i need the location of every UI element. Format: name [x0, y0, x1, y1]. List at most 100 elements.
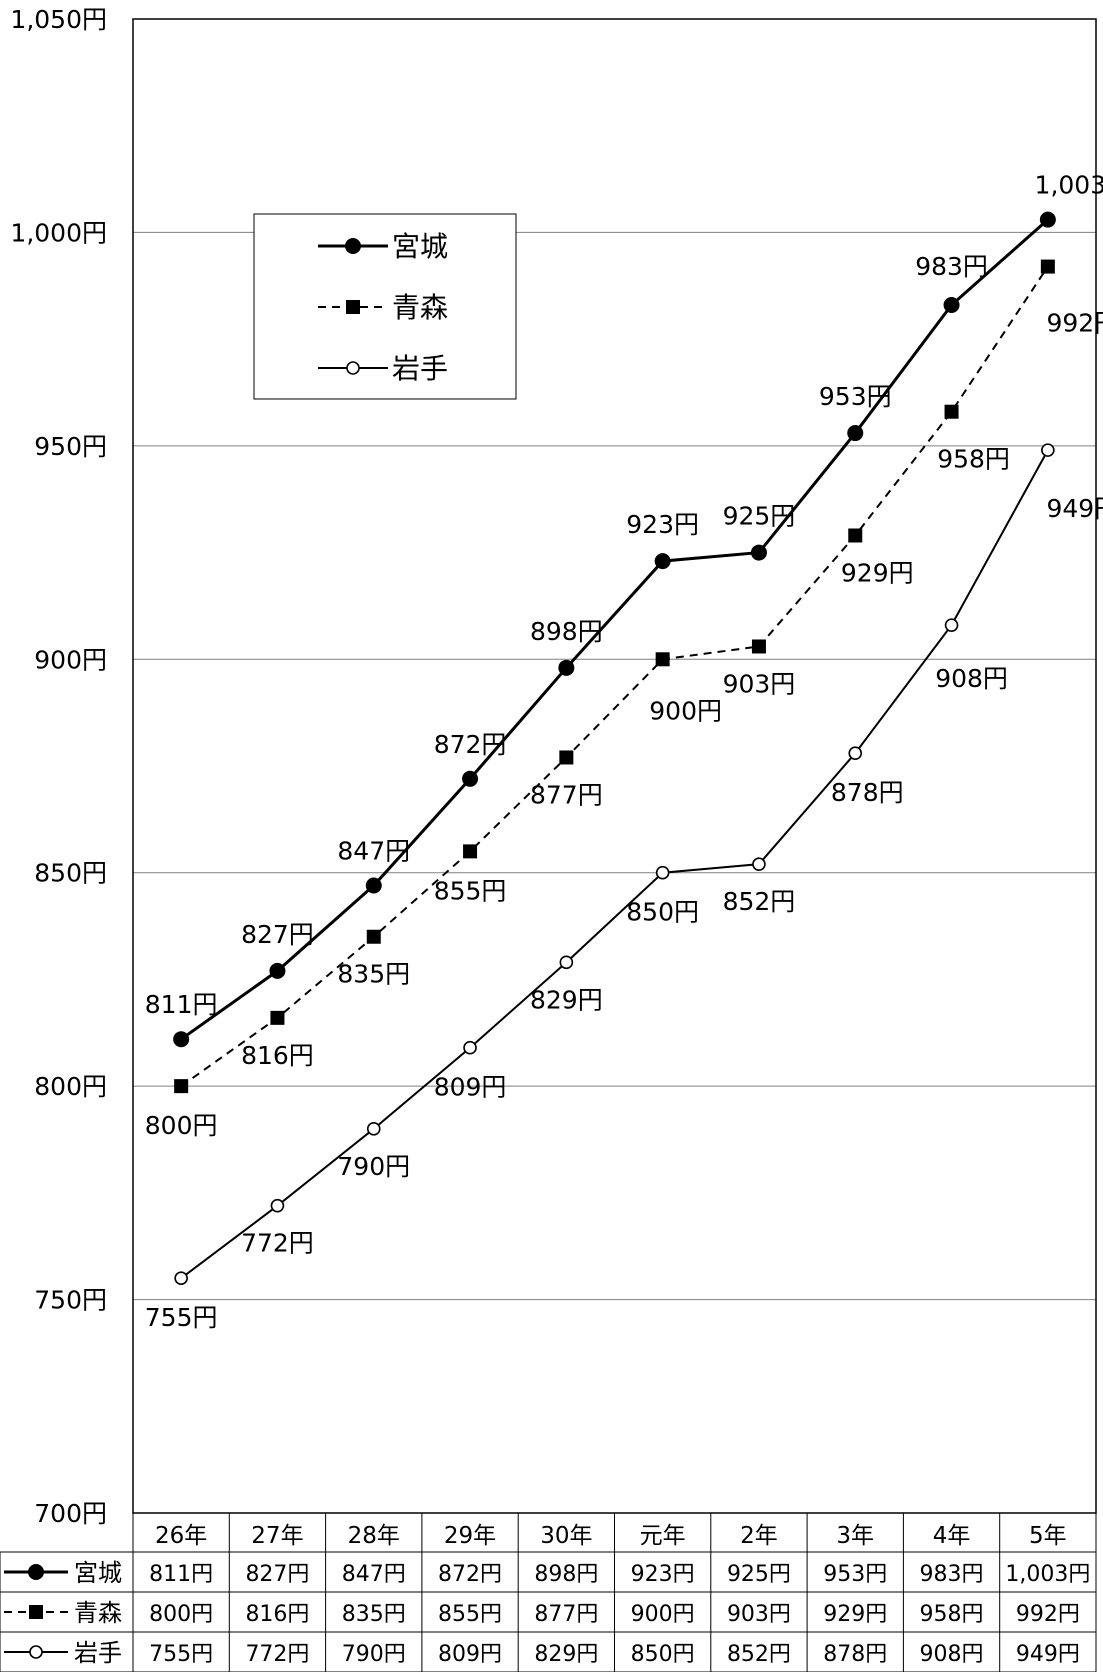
- data-label: 790円: [337, 1152, 410, 1181]
- table-cell: 847円: [342, 1562, 406, 1587]
- y-axis: 700円 750円 800円 850円 900円 950円 1,000円 1,050円: [10, 5, 1097, 1528]
- table-cell: 850円: [631, 1642, 695, 1667]
- data-point: [365, 877, 382, 894]
- legend-label: 岩手: [392, 352, 448, 385]
- data-point: [847, 425, 864, 442]
- data-label: 872円: [434, 730, 507, 759]
- table-cell: 949円: [1016, 1642, 1080, 1667]
- y-tick-label: 800円: [34, 1072, 107, 1101]
- table-cell: 811円: [149, 1562, 213, 1587]
- table-cell: 900円: [631, 1602, 695, 1627]
- data-point: [944, 618, 959, 632]
- legend-marker: [346, 361, 360, 375]
- table-cell: 898円: [534, 1562, 598, 1587]
- data-label: 958円: [937, 445, 1010, 474]
- data-point: [943, 296, 960, 313]
- data-labels: 811円 827円 847円 872円 898円 923円 925円 953円 983円 1,00…: [145, 171, 1103, 1333]
- legend-marker: [346, 300, 360, 314]
- data-point: [655, 865, 670, 880]
- table-cell: 755円: [149, 1642, 213, 1667]
- data-label: 855円: [434, 876, 507, 905]
- series-line-2: [180, 449, 1049, 1280]
- table-cell: 827円: [245, 1562, 309, 1587]
- table-cell: 953円: [823, 1562, 887, 1587]
- table-legend-marker: [28, 1564, 44, 1580]
- data-label: 903円: [723, 669, 796, 698]
- table-cell: 903円: [727, 1602, 791, 1627]
- table-cell: 855円: [438, 1602, 502, 1627]
- data-point: [751, 639, 766, 654]
- data-label: 898円: [530, 617, 603, 646]
- data-point: [654, 553, 671, 570]
- data-label: 772円: [241, 1229, 314, 1258]
- data-point: [174, 1271, 188, 1286]
- table-cell: 878円: [823, 1642, 887, 1667]
- y-tick-label: 1,000円: [10, 218, 107, 247]
- data-label: 953円: [819, 382, 892, 411]
- data-point: [1041, 443, 1055, 457]
- data-point: [848, 746, 863, 760]
- data-label: 827円: [241, 920, 314, 949]
- table-series-name: 宮城: [74, 1559, 122, 1587]
- data-label: 877円: [530, 780, 603, 809]
- x-tick-label: 2年: [740, 1523, 778, 1549]
- data-label: 878円: [831, 778, 904, 807]
- data-label: 755円: [145, 1303, 218, 1332]
- data-label: 800円: [145, 1111, 218, 1140]
- table-cell: 816円: [245, 1602, 309, 1627]
- table-series-name: 青森: [74, 1599, 122, 1627]
- table-cell: 790円: [342, 1642, 406, 1667]
- data-point: [1040, 259, 1055, 274]
- data-point: [269, 962, 286, 979]
- data-point: [173, 1031, 190, 1048]
- data-label: 900円: [649, 696, 722, 725]
- data-point: [944, 404, 959, 419]
- table-cell: 772円: [245, 1642, 309, 1667]
- data-point: [462, 770, 479, 787]
- data-label: 829円: [530, 985, 603, 1014]
- data-label: 835円: [337, 960, 410, 989]
- x-tick-label: 3年: [836, 1523, 874, 1549]
- table-cell: 925円: [727, 1562, 791, 1587]
- table-cell: 929円: [823, 1602, 887, 1627]
- y-tick-label: 900円: [34, 645, 107, 674]
- x-tick-label: 26年: [155, 1523, 207, 1549]
- legend-label: 青森: [392, 291, 448, 324]
- data-point: [558, 659, 575, 676]
- data-point: [1039, 211, 1056, 228]
- legend-box: [253, 213, 517, 400]
- y-tick-label: 1,050円: [10, 5, 107, 34]
- table-cell: 877円: [534, 1602, 598, 1627]
- data-label: 923円: [626, 510, 699, 539]
- data-point: [174, 1079, 189, 1094]
- data-point: [366, 1122, 381, 1136]
- y-tick-label: 750円: [34, 1286, 107, 1315]
- data-point: [559, 750, 574, 765]
- table-cell: 872円: [438, 1562, 502, 1587]
- data-point: [463, 1040, 477, 1055]
- x-tick-label: 27年: [251, 1523, 303, 1549]
- x-tick-label: 28年: [348, 1523, 400, 1549]
- data-label: 992円: [1046, 309, 1103, 338]
- series-line-1: [180, 266, 1049, 1087]
- y-tick-label: 700円: [34, 1499, 107, 1528]
- legend-marker: [345, 238, 361, 254]
- table-cell: 908円: [920, 1642, 984, 1667]
- data-point: [655, 652, 670, 667]
- table-cell: 923円: [631, 1562, 695, 1587]
- series-line-0: [180, 218, 1049, 1041]
- table-cell: 983円: [920, 1562, 984, 1587]
- x-tick-label: 5年: [1029, 1523, 1067, 1549]
- table-cell: 829円: [534, 1642, 598, 1667]
- data-label: 949円: [1046, 494, 1103, 523]
- data-point: [366, 929, 381, 944]
- table-cell: 852円: [727, 1642, 791, 1667]
- table-cell: 992円: [1016, 1602, 1080, 1627]
- x-tick-label: 元年: [640, 1523, 686, 1549]
- data-point: [750, 544, 767, 561]
- table-cell: 958円: [920, 1602, 984, 1627]
- table-cell: 800円: [149, 1602, 213, 1627]
